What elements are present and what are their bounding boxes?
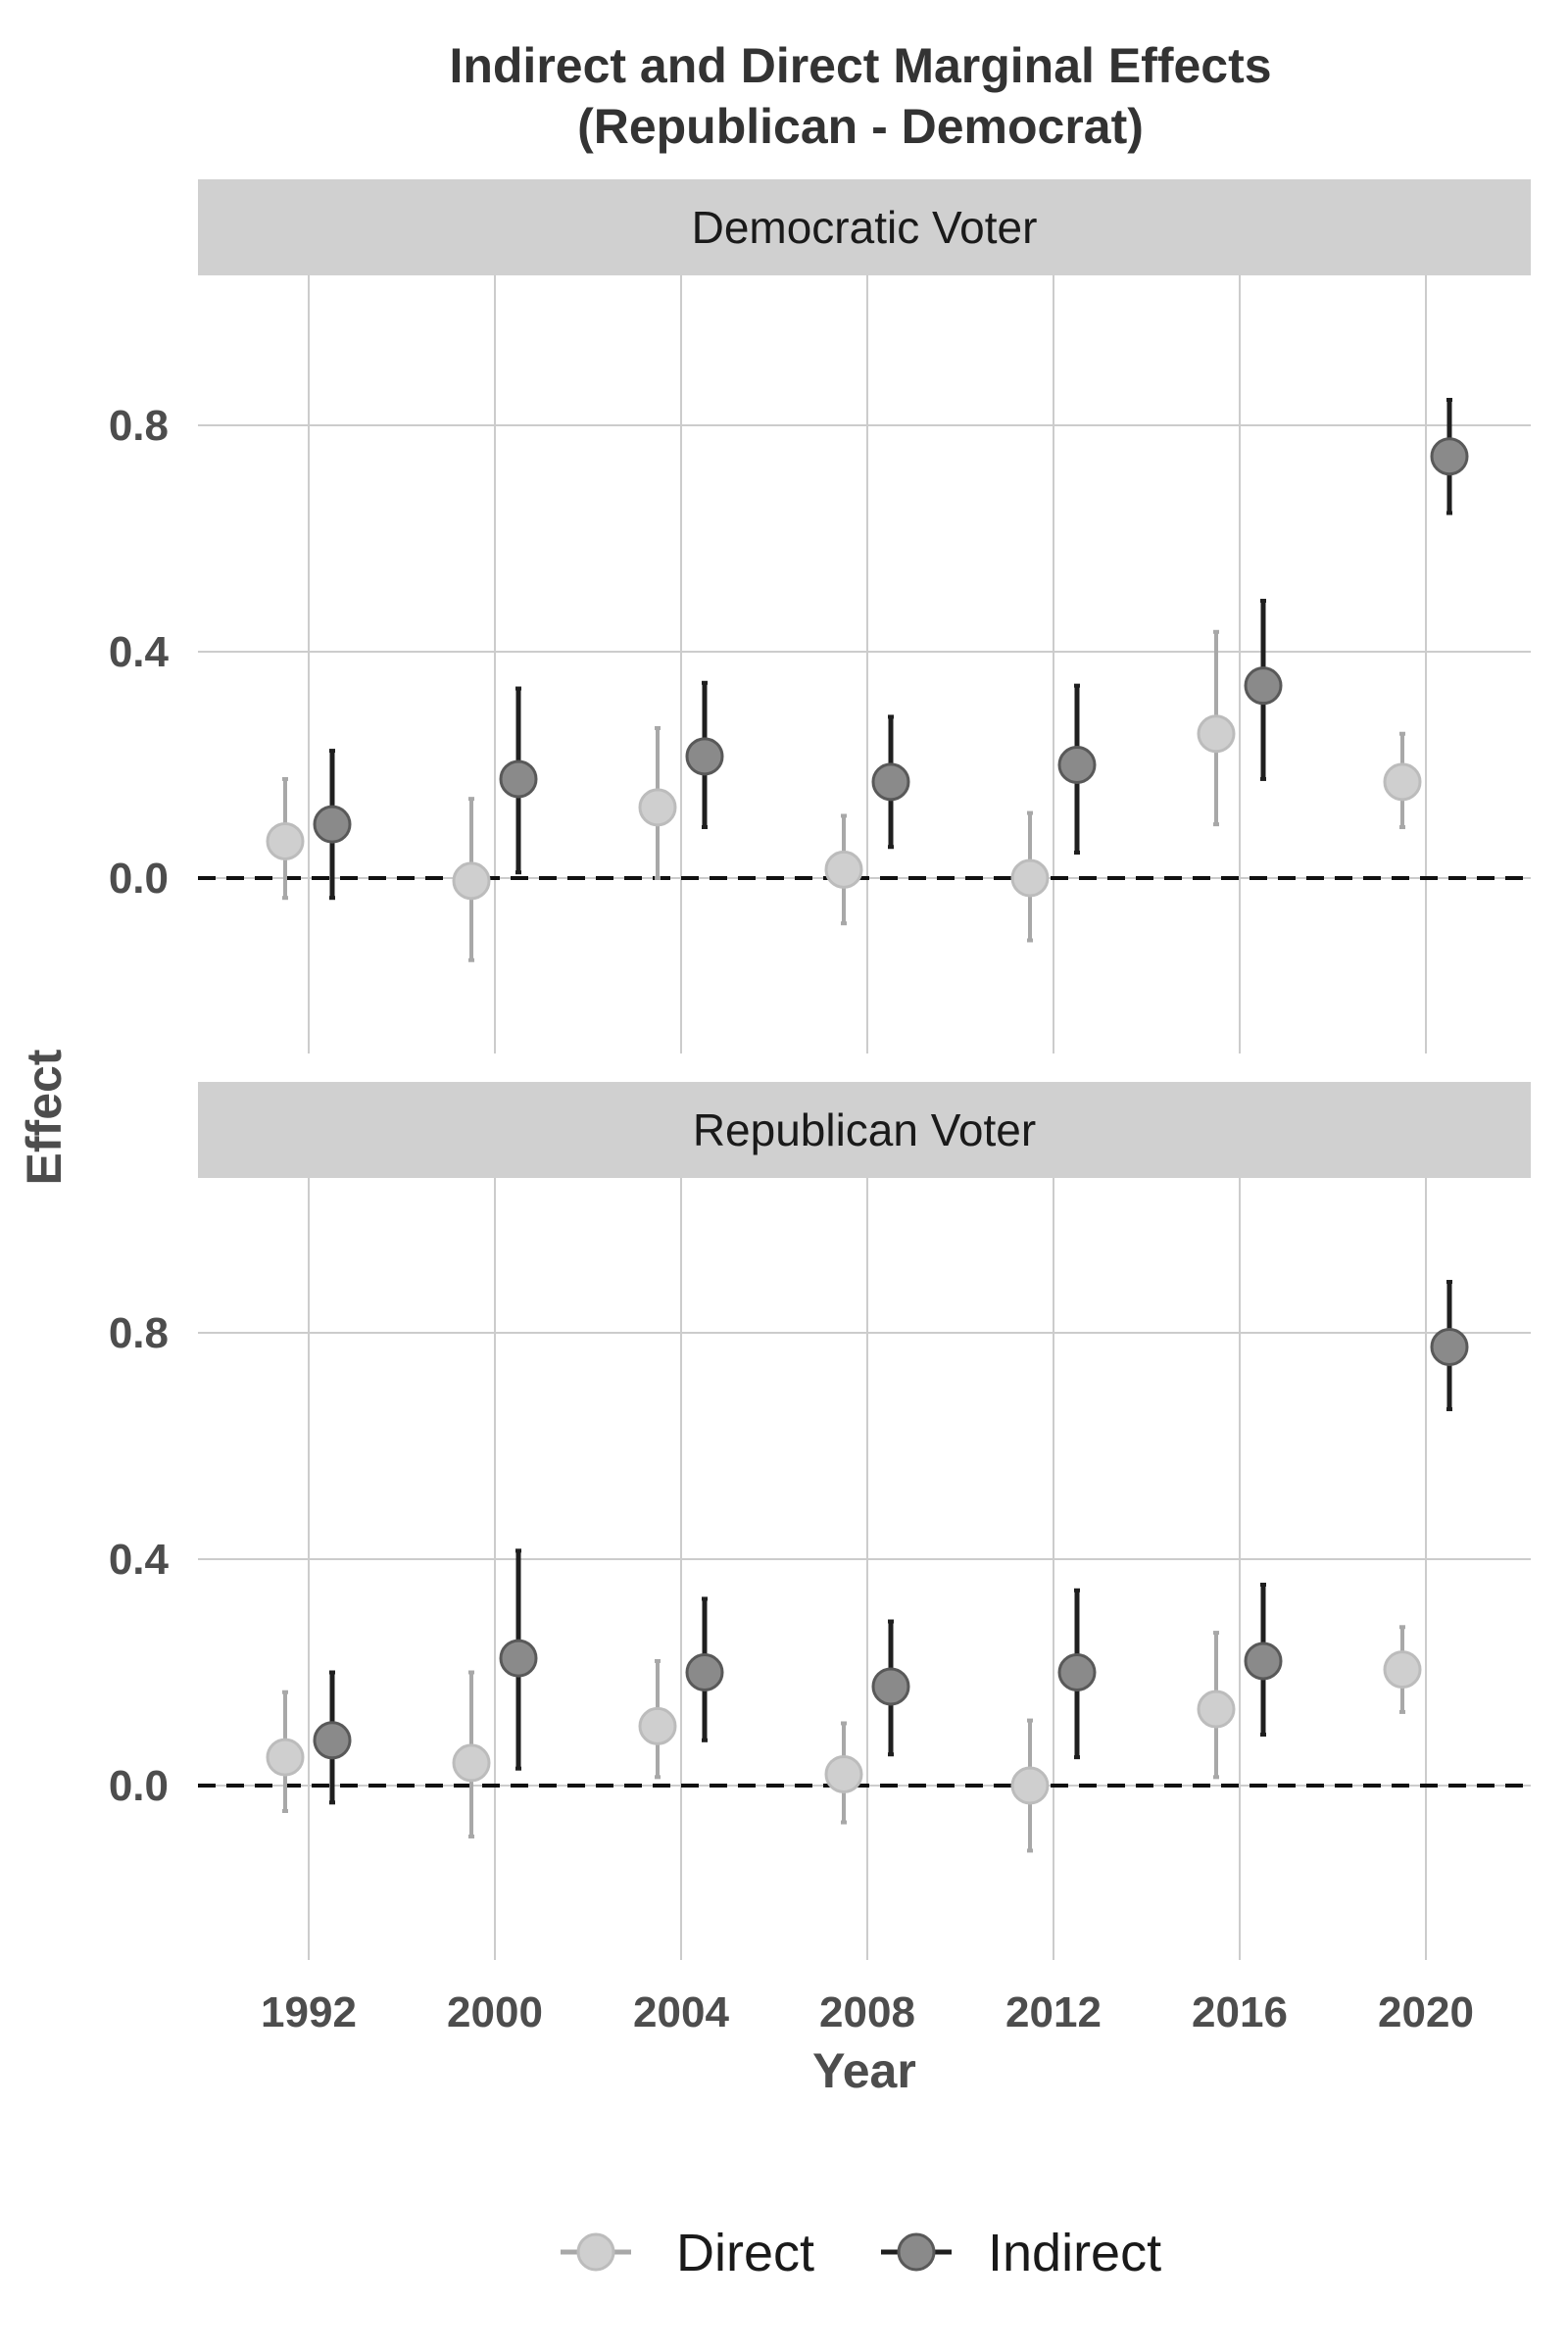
y-tick-label: 0.4 xyxy=(109,1536,170,1584)
x-tick-label: 2000 xyxy=(447,1988,543,2036)
y-tick-label: 0.0 xyxy=(109,855,169,903)
chart-subtitle: (Republican - Democrat) xyxy=(577,99,1144,154)
strip-label: Republican Voter xyxy=(693,1104,1036,1155)
data-point xyxy=(452,861,491,901)
data-point xyxy=(685,737,724,776)
data-point xyxy=(1383,1650,1422,1690)
panel-grid: 0.0 0.4 0.8 xyxy=(109,1178,1531,1960)
data-point xyxy=(1057,1653,1097,1691)
legend-key-point xyxy=(576,2232,615,2272)
y-tick-label: 0.0 xyxy=(109,1762,169,1810)
data-point xyxy=(499,760,538,799)
panel-marks xyxy=(266,398,1469,962)
x-tick-label: 2004 xyxy=(633,1988,729,2036)
legend-key-point xyxy=(897,2232,936,2272)
data-point xyxy=(871,1667,910,1706)
strip-background xyxy=(198,1082,1531,1178)
panel-republican: Republican Voter 0.0 0.4 0.8 xyxy=(109,1082,1531,1960)
data-point xyxy=(824,850,863,889)
data-point xyxy=(1197,1690,1236,1729)
data-point xyxy=(1197,714,1236,754)
y-tick-label: 0.4 xyxy=(109,628,170,676)
legend: Direct Indirect xyxy=(561,2224,1161,2282)
data-point xyxy=(871,762,910,802)
data-point xyxy=(313,1721,352,1760)
legend-label: Indirect xyxy=(988,2224,1161,2282)
data-point xyxy=(266,1738,305,1777)
chart-title: Indirect and Direct Marginal Effects xyxy=(449,38,1271,93)
data-point xyxy=(313,805,352,844)
data-point xyxy=(638,1706,677,1745)
data-point xyxy=(1244,1642,1283,1681)
y-tick-label: 0.8 xyxy=(109,1309,169,1357)
data-point xyxy=(452,1743,491,1783)
x-tick-label: 2016 xyxy=(1192,1988,1288,2036)
data-point xyxy=(266,821,305,860)
x-tick-label: 2012 xyxy=(1005,1988,1102,2036)
panel-democratic: Democratic Voter 0.0 0.4 0.8 xyxy=(109,179,1531,1054)
data-point xyxy=(824,1754,863,1793)
data-point xyxy=(499,1639,538,1678)
x-tick-label: 1992 xyxy=(261,1988,357,2036)
data-point xyxy=(1383,762,1422,802)
data-point xyxy=(685,1653,724,1691)
data-point xyxy=(1430,1327,1469,1366)
data-point xyxy=(1010,1766,1050,1805)
y-axis-title: Effect xyxy=(17,1049,72,1185)
strip-background xyxy=(198,179,1531,275)
x-axis-title: Year xyxy=(812,2043,916,2098)
data-point xyxy=(1430,437,1469,476)
x-tick-label: 2008 xyxy=(819,1988,915,2036)
panel-marks xyxy=(266,1280,1469,1853)
y-tick-label: 0.8 xyxy=(109,402,169,450)
x-tick-label: 2020 xyxy=(1378,1988,1474,2036)
x-axis-ticks: 1992 2000 2004 2008 2012 2016 2020 xyxy=(261,1988,1474,2036)
panel-grid: 0.0 0.4 0.8 xyxy=(109,275,1531,1054)
data-point xyxy=(638,788,677,827)
strip-label: Democratic Voter xyxy=(692,202,1038,253)
data-point xyxy=(1057,746,1097,784)
data-point xyxy=(1010,858,1050,898)
data-point xyxy=(1244,666,1283,706)
legend-label: Direct xyxy=(676,2224,814,2282)
